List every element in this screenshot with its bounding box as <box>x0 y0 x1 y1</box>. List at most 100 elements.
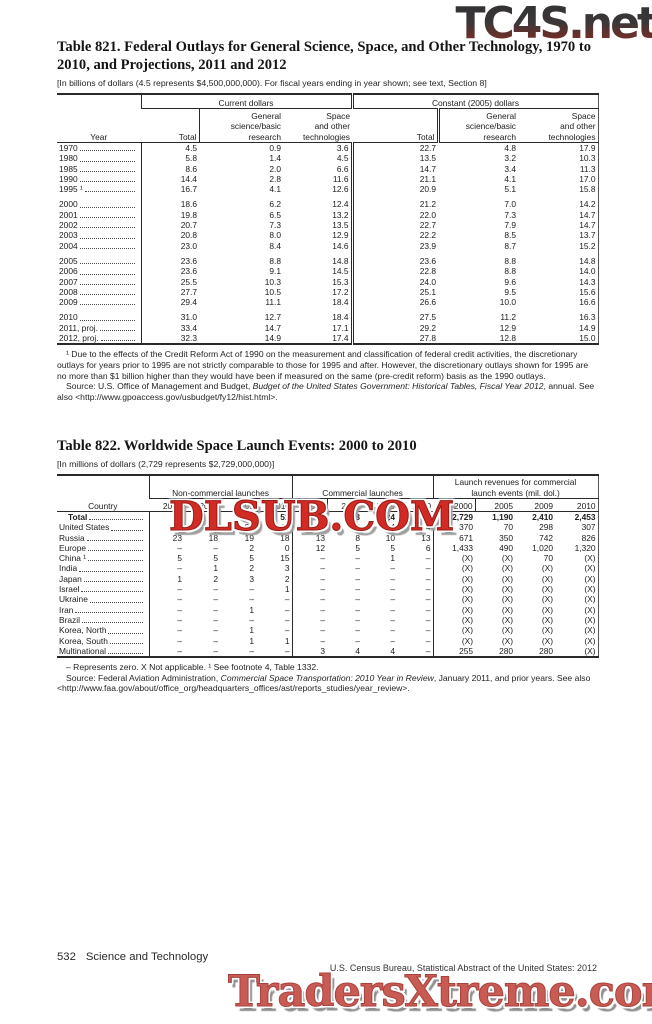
cell-value: 0.9 <box>269 143 281 153</box>
cell-value: 15.6 <box>579 286 596 297</box>
table822-years-row: 2000 2005 2009 2010 2000 2005 2009 2010 2000 2005… <box>57 498 599 512</box>
cell-value: 23 <box>350 512 361 522</box>
row-label-text: Israel <box>59 584 80 595</box>
table-row: 1990 14.4 2.8 11.6 21.1 4.1 17.0 <box>57 173 598 185</box>
cell-value: 18.4 <box>332 297 349 308</box>
cell-value: 32.3 <box>140 333 199 345</box>
cell-value: (X) <box>541 584 554 595</box>
cell-value: 255 <box>432 645 476 658</box>
cell-value: – <box>148 614 184 626</box>
row-label-text: Europe <box>59 542 87 553</box>
table-row: 2002 20.7 7.3 13.5 22.7 7.9 14.7 <box>57 220 598 231</box>
cell-value: – <box>148 645 184 658</box>
cell-value: (X) <box>541 604 554 615</box>
row-label-text: 2011, proj. <box>59 322 98 333</box>
cell-value: 12.9 <box>332 230 349 241</box>
table-row: 1985 8.6 2.0 6.6 14.7 3.4 11.3 <box>57 163 598 174</box>
cell-value: (X) <box>432 625 476 636</box>
row-label: Europe <box>57 543 149 553</box>
table-row: United States 21 11 20 11 7 6 4 4 370 70 298 307 <box>57 522 598 533</box>
table822-footnote: – Represents zero. X Not applicable. ¹ S… <box>66 662 319 673</box>
cell-value: (X) <box>541 625 554 636</box>
cell-value: (X) <box>584 614 596 625</box>
cell-value: 17.1 <box>332 322 349 333</box>
cell-value: – <box>148 625 184 636</box>
cell-value: 18.6 <box>140 199 199 210</box>
col-total: Total <box>352 108 438 143</box>
cell-value: – <box>291 594 328 605</box>
cell-value: – <box>148 594 184 605</box>
cell-value: 13 <box>421 532 431 543</box>
table-row: 2010 31.0 12.7 18.4 27.5 11.2 16.3 <box>57 312 598 323</box>
cell-value: 7.3 <box>504 209 516 220</box>
cell-value: – <box>249 584 254 595</box>
leader-dots <box>79 160 135 162</box>
cell-value: 29.2 <box>350 322 438 334</box>
table-row: Iran – –1– – – – – (X) (X) (X) (X) <box>57 604 598 615</box>
table-row: Total 50 37 54 51 35 23 24 23 2,729 1,190 2,410 2,45… <box>57 511 598 523</box>
cell-value: 3.4 <box>504 163 516 174</box>
cell-value: – <box>213 594 218 605</box>
leader-dots <box>79 273 135 275</box>
cell-value: 14.8 <box>332 255 349 266</box>
cell-value: – <box>213 635 218 646</box>
leader-dots <box>79 181 135 183</box>
table-row: 2004 23.0 8.4 14.6 23.9 8.7 15.2 <box>57 240 598 251</box>
cell-value: – <box>425 604 431 615</box>
cell-value: 25.5 <box>140 276 199 287</box>
cell-value: – <box>213 645 218 656</box>
cell-value: 27.8 <box>350 333 438 345</box>
footer-left: 532 Science and Technology <box>57 951 208 963</box>
cell-value: 11 <box>280 522 290 533</box>
cell-value: 70 <box>503 522 514 533</box>
cell-value: (X) <box>432 614 476 626</box>
cell-value: (X) <box>584 563 596 574</box>
cell-value: 21.1 <box>350 173 438 185</box>
row-label-text: 1980 <box>59 153 78 164</box>
table-row: 2012, proj. 32.3 14.9 17.4 27.8 12.8 15.0 <box>57 333 598 345</box>
cell-value: – <box>390 614 396 625</box>
section-name: Science and Technology <box>85 951 209 963</box>
cell-value: 22.7 <box>350 220 438 231</box>
row-label-text: 2004 <box>59 240 78 251</box>
cell-value: (X) <box>501 594 514 605</box>
row-label: Ukraine <box>57 594 149 604</box>
cell-value: 11.3 <box>579 163 596 174</box>
cell-value: 10.0 <box>499 297 516 308</box>
col-year: 2010 <box>555 498 599 512</box>
cell-value: 11 <box>209 522 218 533</box>
cell-value: 50 <box>148 511 184 523</box>
row-label-text: 1985 <box>59 163 78 174</box>
cell-value: 22.2 <box>350 230 438 241</box>
leader-dots <box>108 653 143 655</box>
cell-value: – <box>291 563 328 574</box>
source-title-italic: Budget of the United States Government: … <box>252 381 544 392</box>
cell-value: 4.1 <box>269 184 281 195</box>
leader-dots <box>79 247 135 249</box>
cell-value: 31.0 <box>140 312 199 323</box>
row-label-text: China ¹ <box>59 553 86 564</box>
table-row: 2009 29.4 11.1 18.4 26.6 10.0 16.6 <box>57 297 598 308</box>
cell-value: 17.0 <box>579 173 596 184</box>
cell-value: (X) <box>584 635 596 646</box>
cell-value: – <box>291 604 328 615</box>
cell-value: 16.7 <box>140 184 199 195</box>
row-label-text: 2005 <box>59 255 78 266</box>
cell-value: – <box>291 614 328 626</box>
cell-value: 29.4 <box>140 297 199 308</box>
cell-value: – <box>148 584 184 595</box>
cell-value: 2 <box>249 542 254 553</box>
cell-value: 2.0 <box>269 163 281 174</box>
cell-value: 12.4 <box>332 199 349 210</box>
cell-value: 2,729 <box>432 511 476 523</box>
cell-value: 4 <box>425 522 431 533</box>
cell-value: 280 <box>499 645 514 656</box>
cell-value: 3.2 <box>504 153 516 164</box>
table821-group-current: Current dollars <box>140 94 352 109</box>
leader-dots <box>88 560 143 562</box>
section-table-821: Table 821. Federal Outlays for General S… <box>57 38 599 402</box>
table822-group-revenues: Launch revenues for commercial launch ev… <box>432 475 599 499</box>
cell-value: (X) <box>584 584 596 595</box>
cell-value: (X) <box>432 594 476 605</box>
footer-source-line: U.S. Census Bureau, Statistical Abstract… <box>329 963 597 973</box>
